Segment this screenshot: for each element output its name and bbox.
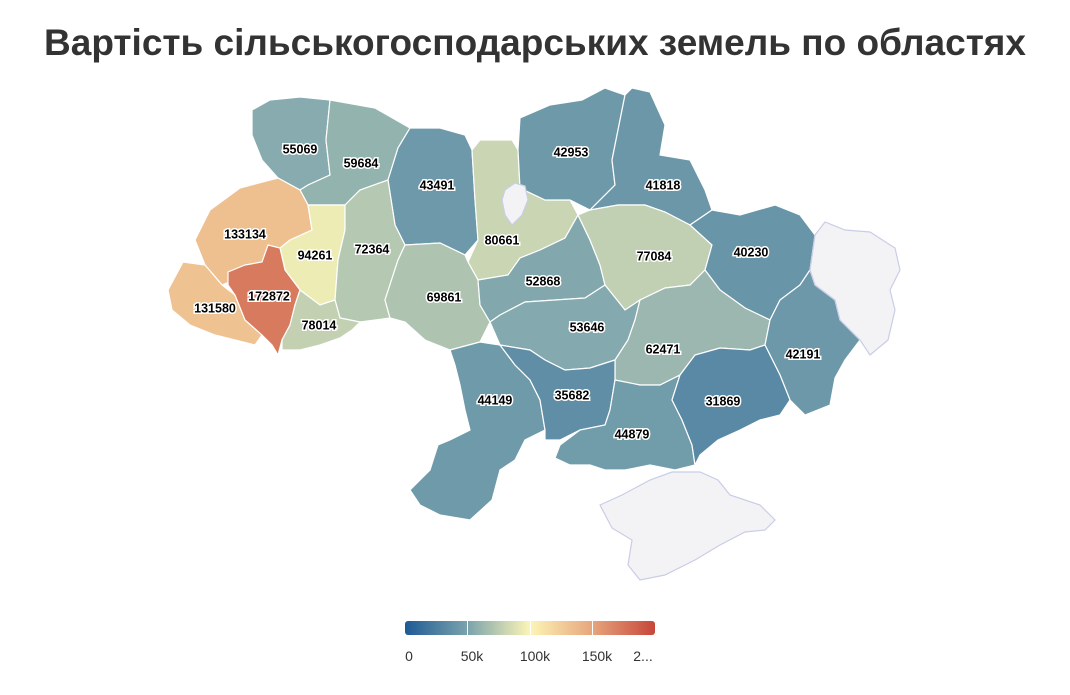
region-value-khmelnytskyi: 72364 [355, 242, 390, 256]
region-value-luhansk: 42191 [786, 347, 821, 361]
legend-tick [530, 621, 531, 635]
region-value-mykolaiv: 35682 [555, 388, 590, 402]
legend-tick [467, 621, 468, 635]
region-value-cherkasy: 52868 [526, 274, 561, 288]
legend-label-50k: 50k [460, 648, 484, 664]
region-value-ivano-frankivsk: 172872 [248, 289, 290, 303]
region-zakarpattia[interactable] [167, 261, 263, 346]
region-chernivtsi[interactable] [281, 289, 362, 351]
color-legend: 0 50k 100k 150k 2... [405, 621, 655, 666]
legend-label-0: 0 [405, 648, 413, 664]
region-value-chernivtsi: 78014 [302, 318, 337, 332]
region-value-lviv: 133134 [224, 227, 266, 241]
region-value-zakarpattia: 131580 [194, 301, 236, 315]
region-value-odesa: 44149 [478, 393, 513, 407]
legend-label-100k: 100k [519, 648, 551, 664]
legend-label-150k: 150k [581, 648, 613, 664]
legend-tick [592, 621, 593, 635]
region-value-kyiv: 80661 [485, 233, 520, 247]
region-value-sumy: 41818 [646, 178, 681, 192]
region-value-volyn: 55069 [283, 142, 318, 156]
region-value-ternopil: 94261 [298, 248, 333, 262]
region-crimea[interactable] [599, 471, 776, 581]
region-kyiv-city[interactable] [501, 182, 529, 226]
legend-label-200k: 2... [633, 648, 653, 664]
region-value-vinnytsia: 69861 [427, 290, 462, 304]
region-value-kharkiv: 40230 [734, 245, 769, 259]
region-value-dnipropetrovsk: 62471 [646, 342, 681, 356]
region-value-poltava: 77084 [637, 249, 672, 263]
map-title: Вартість сільськогосподарських земель по… [44, 22, 1026, 63]
region-value-zhytomyr: 43491 [420, 178, 455, 192]
region-value-chernihiv: 42953 [554, 145, 589, 159]
region-value-kherson: 44879 [615, 427, 650, 441]
region-value-rivne: 59684 [344, 156, 379, 170]
region-zaporizhzhia[interactable] [671, 344, 791, 467]
region-value-kirovohrad: 53646 [570, 320, 605, 334]
region-donetsk-east[interactable] [809, 221, 901, 356]
region-value-zaporizhzhia: 31869 [706, 394, 741, 408]
